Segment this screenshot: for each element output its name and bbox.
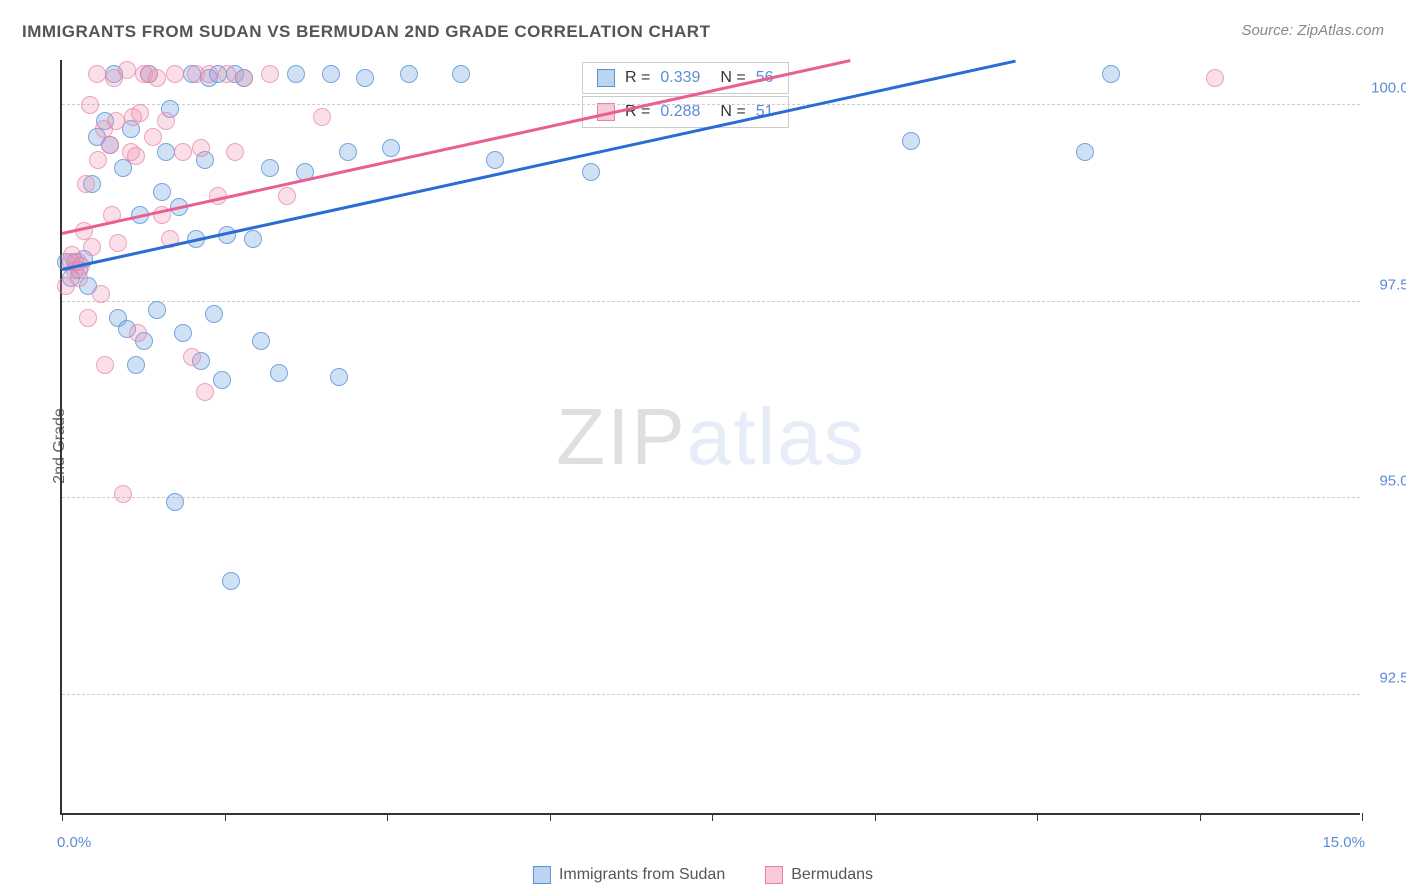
legend: Immigrants from Sudan Bermudans — [533, 866, 873, 884]
watermark-text-a: ZIP — [556, 392, 686, 481]
swatch-icon — [597, 69, 615, 87]
legend-item-sudan: Immigrants from Sudan — [533, 866, 725, 884]
x-tick — [387, 813, 388, 821]
data-point — [400, 65, 418, 83]
data-point — [79, 309, 97, 327]
data-point — [157, 143, 175, 161]
data-point — [148, 69, 166, 87]
data-point — [144, 128, 162, 146]
r-value: 0.339 — [660, 69, 700, 87]
data-point — [96, 356, 114, 374]
data-point — [261, 65, 279, 83]
data-point — [218, 65, 236, 83]
source-attribution: Source: ZipAtlas.com — [1241, 22, 1384, 39]
data-point — [261, 159, 279, 177]
data-point — [330, 368, 348, 386]
data-point — [278, 187, 296, 205]
gridline — [62, 694, 1360, 695]
data-point — [287, 65, 305, 83]
data-point — [118, 61, 136, 79]
data-point — [127, 356, 145, 374]
x-tick — [1037, 813, 1038, 821]
data-point — [166, 65, 184, 83]
data-point — [107, 112, 125, 130]
data-point — [77, 175, 95, 193]
legend-label: Bermudans — [791, 866, 873, 884]
swatch-icon — [765, 866, 783, 884]
swatch-icon — [533, 866, 551, 884]
data-point — [356, 69, 374, 87]
data-point — [174, 143, 192, 161]
x-tick — [1200, 813, 1201, 821]
watermark: ZIPatlas — [556, 391, 865, 483]
data-point — [205, 305, 223, 323]
gridline — [62, 497, 1360, 498]
x-tick — [225, 813, 226, 821]
data-point — [183, 348, 201, 366]
y-tick-label: 100.0% — [1371, 80, 1406, 97]
data-point — [582, 163, 600, 181]
data-point — [192, 139, 210, 157]
data-point — [81, 96, 99, 114]
stat-box-sudan: R = 0.339 N = 56 — [582, 62, 789, 94]
y-tick-label: 92.5% — [1379, 670, 1406, 687]
data-point — [88, 65, 106, 83]
y-tick-label: 95.0% — [1379, 473, 1406, 490]
data-point — [127, 147, 145, 165]
data-point — [235, 69, 253, 87]
data-point — [196, 383, 214, 401]
data-point — [213, 371, 231, 389]
scatter-plot-area: ZIPatlas R = 0.339 N = 56 R = 0.288 N = … — [60, 60, 1360, 815]
data-point — [486, 151, 504, 169]
data-point — [131, 104, 149, 122]
y-tick-label: 97.5% — [1379, 276, 1406, 293]
data-point — [244, 230, 262, 248]
data-point — [1102, 65, 1120, 83]
data-point — [129, 324, 147, 342]
data-point — [1206, 69, 1224, 87]
data-point — [101, 136, 119, 154]
x-tick — [875, 813, 876, 821]
x-tick — [62, 813, 63, 821]
data-point — [200, 65, 218, 83]
x-tick — [712, 813, 713, 821]
data-point — [153, 183, 171, 201]
data-point — [270, 364, 288, 382]
data-point — [92, 285, 110, 303]
data-point — [222, 572, 240, 590]
data-point — [1076, 143, 1094, 161]
data-point — [166, 493, 184, 511]
gridline — [62, 104, 1360, 105]
watermark-text-b: atlas — [687, 392, 866, 481]
data-point — [339, 143, 357, 161]
data-point — [89, 151, 107, 169]
legend-label: Immigrants from Sudan — [559, 866, 725, 884]
x-axis-max-label: 15.0% — [1322, 834, 1365, 851]
x-tick — [550, 813, 551, 821]
r-value: 0.288 — [660, 103, 700, 121]
x-axis-min-label: 0.0% — [57, 834, 91, 851]
r-label: R = — [625, 69, 650, 87]
legend-item-bermudans: Bermudans — [765, 866, 873, 884]
data-point — [148, 301, 166, 319]
data-point — [322, 65, 340, 83]
data-point — [157, 112, 175, 130]
data-point — [226, 143, 244, 161]
data-point — [452, 65, 470, 83]
data-point — [902, 132, 920, 150]
data-point — [313, 108, 331, 126]
data-point — [174, 324, 192, 342]
chart-title: IMMIGRANTS FROM SUDAN VS BERMUDAN 2ND GR… — [22, 22, 710, 42]
data-point — [382, 139, 400, 157]
gridline — [62, 301, 1360, 302]
data-point — [83, 238, 101, 256]
data-point — [252, 332, 270, 350]
data-point — [114, 485, 132, 503]
x-tick — [1362, 813, 1363, 821]
data-point — [109, 234, 127, 252]
